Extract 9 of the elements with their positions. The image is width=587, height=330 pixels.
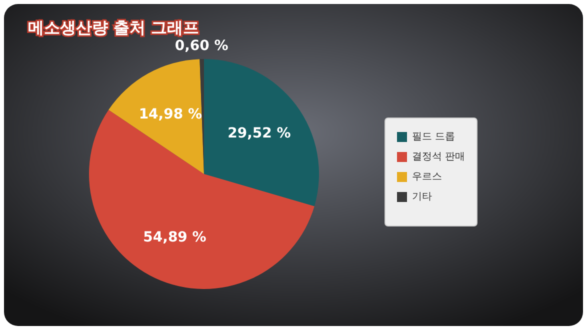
data-label: 29,52 % (228, 126, 291, 142)
data-label: 14,98 % (138, 106, 202, 123)
legend-label: 기타 (412, 192, 432, 202)
chart-title: 메소생산량 출처 그래프 (28, 18, 200, 37)
legend-label: 필드 드롭 (412, 132, 456, 142)
legend-label: 결정석 판매 (412, 152, 466, 162)
data-label: 54,89 % (143, 229, 206, 246)
data-label: 0,60 % (174, 38, 228, 54)
legend-label: 우르스 (412, 172, 442, 182)
